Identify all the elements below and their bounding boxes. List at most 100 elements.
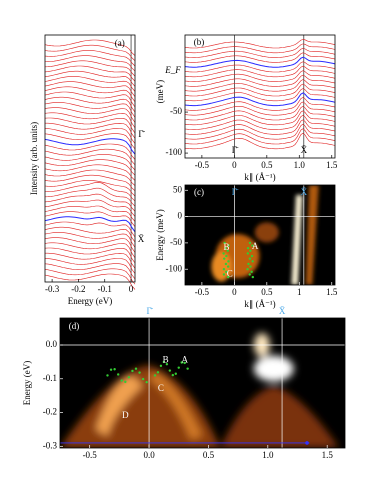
band bbox=[95, 375, 144, 437]
symmetry-label: Γ̄ bbox=[232, 145, 239, 155]
dot bbox=[183, 361, 186, 365]
symmetry-label: Γ̄ bbox=[146, 306, 153, 316]
mdc-curve bbox=[184, 74, 336, 87]
edc-curve bbox=[44, 128, 136, 144]
x-tick-label: 0 bbox=[232, 287, 237, 297]
y-tick-label: -50 bbox=[170, 106, 182, 116]
band bbox=[305, 185, 319, 285]
band bbox=[291, 195, 303, 285]
frame bbox=[44, 34, 136, 283]
dot bbox=[109, 368, 113, 371]
dot bbox=[248, 273, 251, 276]
edc-curve bbox=[44, 237, 136, 253]
edc-curve bbox=[44, 154, 136, 171]
y-tick-label: -100 bbox=[166, 263, 183, 273]
intensity bbox=[211, 185, 319, 285]
dot bbox=[153, 374, 157, 377]
edc-curve bbox=[44, 39, 136, 56]
dot bbox=[223, 241, 226, 245]
edc-curve bbox=[44, 258, 136, 274]
y-axis-label: Energy (meV) bbox=[155, 209, 165, 261]
x-tick-label: 1 bbox=[297, 287, 302, 297]
edc-curve bbox=[44, 65, 136, 82]
dot bbox=[186, 367, 189, 370]
edc-curve bbox=[44, 107, 136, 123]
mdc-curve bbox=[184, 47, 336, 58]
dot bbox=[251, 244, 254, 247]
edc-curve bbox=[44, 205, 136, 222]
edc-curve bbox=[44, 70, 136, 87]
edc-curve bbox=[44, 216, 136, 233]
dot bbox=[165, 363, 169, 366]
dot bbox=[247, 262, 250, 266]
edc-curve bbox=[44, 273, 136, 290]
dot bbox=[222, 252, 225, 255]
frame bbox=[59, 317, 346, 449]
edc-curve bbox=[44, 138, 136, 155]
x-tick-label: -0.5 bbox=[195, 287, 210, 297]
x-tick-label: -0.5 bbox=[195, 160, 210, 170]
panel-label: (b) bbox=[194, 37, 205, 47]
edc-curve bbox=[44, 133, 136, 150]
x-tick-label: -0.1 bbox=[98, 284, 112, 294]
dot bbox=[250, 270, 253, 274]
x-tick-label: 0 bbox=[232, 160, 237, 170]
dot bbox=[250, 254, 254, 258]
mdc-curve bbox=[184, 119, 336, 135]
edc-curve bbox=[44, 159, 136, 176]
dot bbox=[227, 260, 230, 263]
edc-curve bbox=[44, 181, 136, 202]
mdc-curve bbox=[184, 79, 336, 92]
y-tick-label: 0 bbox=[178, 211, 183, 221]
dot bbox=[246, 268, 249, 271]
panel-label: (d) bbox=[69, 321, 80, 331]
y-tick-label: 0.0 bbox=[46, 339, 58, 349]
edc-curve bbox=[45, 122, 136, 139]
dot bbox=[131, 369, 134, 373]
panel: -0.5 0 0.5 1 1.5 50 0 -50 -100 (c) k∥ (Å⁻¹) Energy … bbox=[155, 184, 338, 309]
edc-curve bbox=[44, 211, 136, 227]
edc-curve bbox=[44, 263, 136, 280]
mdc-curve bbox=[184, 70, 336, 82]
mdc-curve bbox=[184, 43, 336, 54]
panel: -0.5 0.0 0.5 1.0 1.5 0.0 -0.1 -0.2 -0.3 (d) Energy… bbox=[22, 306, 346, 460]
annotation: C bbox=[158, 383, 164, 393]
edc-curve bbox=[44, 96, 136, 113]
edc-curve bbox=[44, 193, 136, 212]
dot bbox=[177, 366, 180, 369]
x-tick-label: 0.0 bbox=[143, 450, 155, 460]
dot bbox=[251, 260, 254, 263]
panel-label: (c) bbox=[194, 187, 204, 197]
dot bbox=[106, 374, 109, 377]
mdc-curve bbox=[184, 110, 336, 126]
panel: -0.3 -0.2 -0.1 0 (a) Energy (eV) Intensity (ar… bbox=[29, 34, 146, 306]
x-tick-label: 1.5 bbox=[326, 160, 338, 170]
dot bbox=[113, 368, 116, 371]
y-axis-label: Energy (eV) bbox=[22, 361, 32, 406]
dot bbox=[227, 244, 230, 247]
dot bbox=[145, 380, 148, 384]
edc-curve bbox=[44, 112, 136, 128]
annotation: D bbox=[122, 410, 129, 420]
x-tick-label: 1.0 bbox=[262, 450, 274, 460]
edc-curve bbox=[44, 247, 136, 264]
edc-curve bbox=[44, 86, 136, 102]
annotation: B bbox=[224, 242, 230, 252]
intensity bbox=[60, 333, 340, 448]
x-tick-label: 0.5 bbox=[203, 450, 215, 460]
edc-curve bbox=[44, 164, 136, 181]
edc-curve bbox=[44, 81, 136, 97]
y-tick-label: -0.1 bbox=[43, 373, 57, 383]
x-tick-label: 1.5 bbox=[326, 287, 338, 297]
dot bbox=[226, 265, 230, 268]
x-tick-label: -0.5 bbox=[83, 450, 98, 460]
dot bbox=[246, 246, 250, 250]
dot bbox=[224, 246, 227, 250]
y-tick-label: 50 bbox=[173, 184, 183, 194]
edc-curve bbox=[44, 91, 136, 108]
dot bbox=[249, 265, 252, 268]
x-axis-label: k∥ (Å⁻¹) bbox=[244, 172, 275, 182]
mdc-curve bbox=[184, 52, 336, 63]
x-tick-label: 1.0 bbox=[294, 160, 306, 170]
